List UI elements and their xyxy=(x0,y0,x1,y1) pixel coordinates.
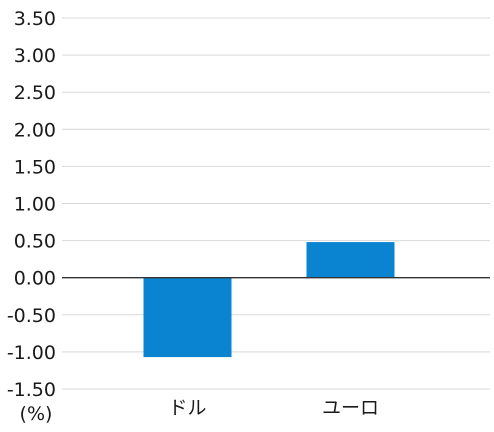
x-tick-label: ドル xyxy=(168,397,206,419)
y-axis-unit-label: (%) xyxy=(20,403,53,425)
y-tick-label: 3.50 xyxy=(14,8,56,30)
bar-1 xyxy=(306,242,395,278)
y-tick-label: 1.00 xyxy=(14,194,56,216)
x-tick-label: ユーロ xyxy=(322,397,379,419)
x-axis-ticks: ドル ユーロ xyxy=(168,397,379,419)
y-axis-ticks: 3.50 3.00 2.50 2.00 1.50 1.00 0.50 0.00 -0.50 -1.… xyxy=(7,8,56,401)
y-tick-label: 3.00 xyxy=(14,45,56,67)
y-tick-label: -1.00 xyxy=(7,342,56,364)
y-tick-label: 2.00 xyxy=(14,119,56,141)
gridlines xyxy=(62,17,490,390)
y-tick-label: 0.00 xyxy=(14,268,56,290)
y-tick-label: 0.50 xyxy=(14,231,56,253)
y-tick-label: -0.50 xyxy=(7,305,56,327)
y-tick-label: 2.50 xyxy=(14,82,56,104)
bars xyxy=(143,242,395,358)
bar-0 xyxy=(143,277,232,358)
y-tick-label: 1.50 xyxy=(14,156,56,178)
y-tick-label: -1.50 xyxy=(7,379,56,401)
